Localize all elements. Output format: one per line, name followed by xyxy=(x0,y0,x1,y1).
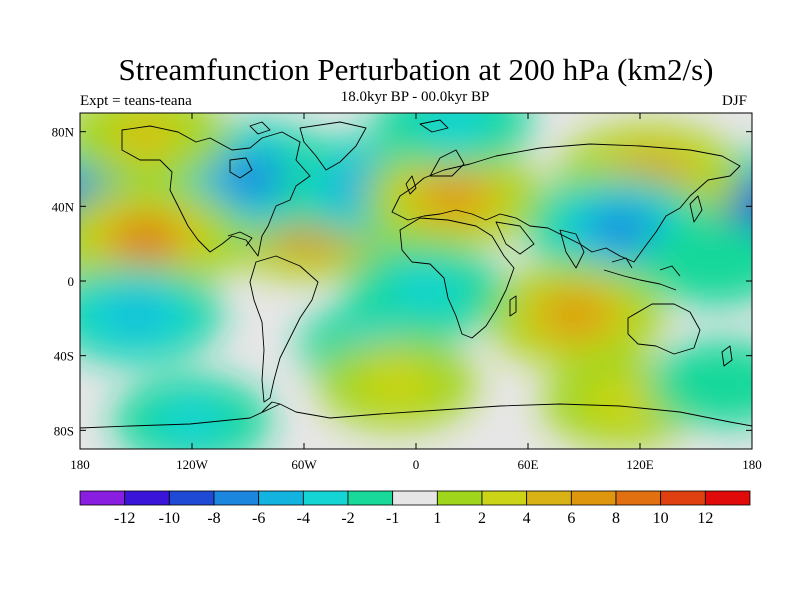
coastline-india xyxy=(559,229,585,269)
plot-subtitle: 18.0kyr BP - 00.0kyr BP xyxy=(340,89,490,105)
colorbar-label-13: 12 xyxy=(697,510,713,527)
colorbar-swatch-3 xyxy=(213,490,260,506)
x-tick-label-4: 60E xyxy=(518,457,539,472)
colorbar: -12 -10 -8 -6 -4 -2 -1 1 2 4 6 8 10 12 xyxy=(79,490,751,527)
colorbar-label-6: -1 xyxy=(386,510,399,527)
colorbar-swatch-13 xyxy=(660,490,706,506)
plot-title: Streamfunction Perturbation at 200 hPa (… xyxy=(118,52,714,87)
coastline-antarctic-peninsula xyxy=(261,401,281,413)
coastline-arabia xyxy=(495,221,535,255)
y-tick-label-0: 80N xyxy=(52,125,75,140)
coastline-africa xyxy=(399,217,515,339)
coastline-australia xyxy=(627,303,701,355)
x-tick-label-6: 180 xyxy=(742,457,762,472)
colorbar-swatch-12 xyxy=(615,490,662,506)
colorbar-swatch-10 xyxy=(526,490,572,506)
anomaly-center-9-level-3 xyxy=(548,298,601,331)
colorbar-label-3: -6 xyxy=(252,510,265,527)
coastline-indonesia xyxy=(603,257,681,291)
colorbar-swatch-11 xyxy=(570,490,617,506)
coastline-antarctica xyxy=(80,403,752,429)
coastline-south-america xyxy=(249,255,319,403)
colorbar-label-1: -10 xyxy=(159,510,180,527)
anomaly-center-11-level-3 xyxy=(121,120,170,151)
experiment-label: Expt = teans-teana xyxy=(80,93,192,109)
coastline-japan xyxy=(689,195,703,223)
anomaly-center-4-level-3 xyxy=(117,222,174,258)
colorbar-label-2: -8 xyxy=(207,510,220,527)
season-label: DJF xyxy=(722,93,748,109)
colorbar-swatch-1 xyxy=(124,490,170,506)
anomaly-center-17-level-3 xyxy=(169,407,215,435)
coastline-british-isles xyxy=(405,175,417,195)
coastline-gulf-of-mexico xyxy=(227,231,253,247)
anomaly-center-8-level-3 xyxy=(594,212,649,246)
x-tick-label-2: 60W xyxy=(291,457,317,472)
colorbar-label-9: 4 xyxy=(523,510,531,527)
y-tick-label-3: 40S xyxy=(54,349,74,364)
colorbar-swatch-5 xyxy=(302,490,349,506)
colorbar-label-7: 1 xyxy=(433,510,441,527)
anomaly-center-10-level-3 xyxy=(111,299,161,330)
latitude-axis: 80N 40N 0 40S 80S xyxy=(52,125,752,438)
colorbar-swatch-0 xyxy=(79,490,126,506)
anomaly-center-16-level-0 xyxy=(649,340,752,427)
coastline-new-zealand xyxy=(721,345,733,367)
coastline-arctic-islands xyxy=(249,119,449,135)
anomaly-center-14-level-3 xyxy=(374,369,421,398)
colorbar-swatch-6 xyxy=(347,490,394,506)
anomaly-center-19-level-0 xyxy=(639,219,752,306)
anomaly-center-1-level-3 xyxy=(223,161,280,196)
anomaly-center-18-level-3 xyxy=(430,113,477,137)
coastline-scandinavia xyxy=(429,149,465,177)
coastline-north-america xyxy=(121,125,311,257)
colorbar-label-8: 2 xyxy=(478,510,486,527)
colorbar-label-12: 10 xyxy=(653,510,669,527)
coastline-hudson-bay xyxy=(229,157,253,179)
anomaly-center-15-level-3 xyxy=(598,388,645,417)
colorbar-label-4: -4 xyxy=(297,510,310,527)
anomaly-center-6-level-3 xyxy=(427,181,480,213)
coastline-madagascar xyxy=(509,295,517,317)
colorbar-swatch-14 xyxy=(704,490,751,506)
longitude-axis: 180 120W 60W 0 60E 120E 180 xyxy=(70,113,762,472)
colorbar-label-5: -2 xyxy=(341,510,354,527)
map-plot-area xyxy=(79,112,753,450)
colorbar-label-11: 8 xyxy=(612,510,620,527)
colorbar-swatch-8 xyxy=(436,490,483,506)
colorbar-swatch-7 xyxy=(392,490,438,506)
y-tick-label-1: 40N xyxy=(52,199,75,214)
colorbar-swatch-9 xyxy=(481,490,528,506)
coastlines xyxy=(80,119,752,429)
x-tick-label-1: 120W xyxy=(176,457,209,472)
y-tick-label-2: 0 xyxy=(68,274,75,289)
anomaly-center-12-level-3 xyxy=(402,276,449,305)
colorbar-swatch-2 xyxy=(168,490,215,506)
streamfunction-field xyxy=(80,113,752,449)
coastline-greenland xyxy=(299,121,367,171)
x-tick-label-0: 180 xyxy=(70,457,90,472)
colorbar-swatch-4 xyxy=(258,490,304,506)
y-tick-label-4: 80S xyxy=(54,423,74,438)
x-tick-label-5: 120E xyxy=(626,457,654,472)
coastline-eurasia xyxy=(391,143,741,263)
colorbar-label-10: 6 xyxy=(567,510,575,527)
colorbar-label-0: -12 xyxy=(114,510,135,527)
x-tick-label-3: 0 xyxy=(413,457,420,472)
